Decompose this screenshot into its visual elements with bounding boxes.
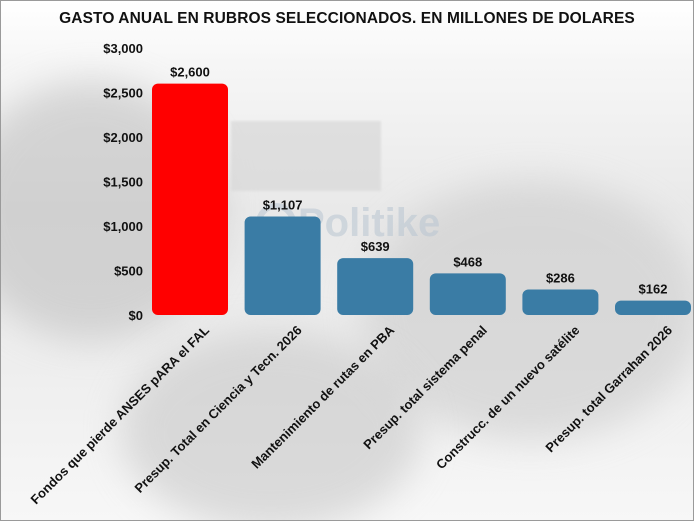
data-labels: $2,600 $1,107 $639 $468 $286 $162: [170, 65, 667, 297]
bar: [244, 216, 321, 315]
data-label: $468: [453, 254, 482, 269]
bar: [337, 258, 414, 315]
data-label: $2,600: [170, 65, 210, 80]
bars: [152, 83, 691, 315]
data-label: $286: [546, 271, 575, 286]
data-label: $639: [361, 239, 390, 254]
bar: [522, 289, 599, 315]
background-photo-shape: [231, 121, 381, 191]
bar: [152, 83, 228, 315]
y-tick-label: $2,500: [103, 86, 143, 101]
y-tick-label: $1,000: [103, 219, 143, 234]
background-photo-shape: [121, 331, 421, 520]
y-tick-label: $0: [129, 308, 143, 323]
chart-title: GASTO ANUAL EN RUBROS SELECCIONADOS. EN …: [59, 10, 635, 27]
y-tick-label: $2,000: [103, 130, 143, 145]
x-axis-labels: Fondos que pierde ANSES pARA el FALPresu…: [28, 322, 676, 507]
x-tick-label: Presup. Total en Ciencia y Tecn. 2026: [131, 323, 304, 496]
bar: [429, 273, 506, 315]
x-tick-label: Mantenimiento de rutas en PBA: [248, 322, 397, 471]
y-axis: $0 $500 $1,000 $1,500 $2,000 $2,500 $3,000: [103, 41, 143, 323]
y-tick-label: $3,000: [103, 41, 143, 56]
data-label: $1,107: [263, 197, 303, 212]
data-label: $162: [639, 282, 668, 297]
y-tick-label: $500: [114, 264, 143, 279]
x-tick-label: Construcc. de un nuevo satélite: [433, 323, 583, 473]
y-tick-label: $1,500: [103, 175, 143, 190]
x-tick-label: Fondos que pierde ANSES pARA el FAL: [28, 322, 213, 507]
bar: [615, 300, 691, 315]
